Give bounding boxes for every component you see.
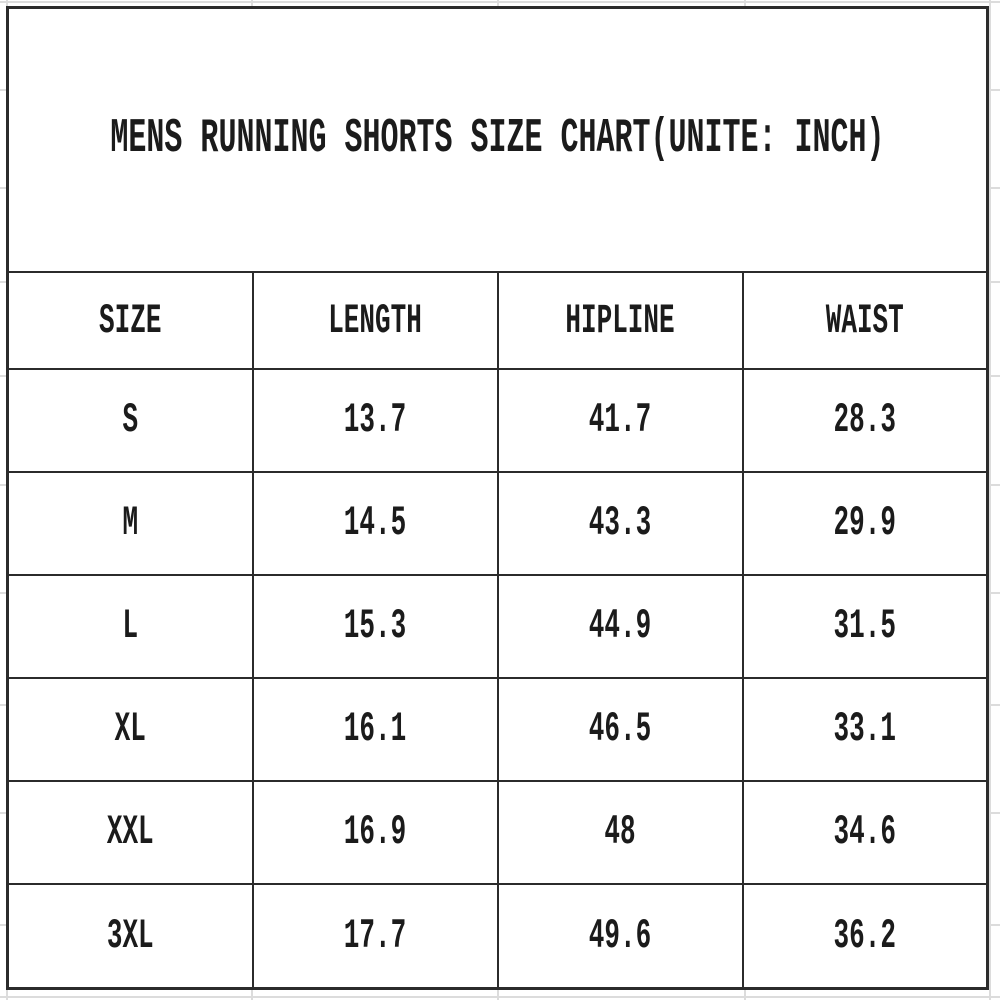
chart-title: MENS RUNNING SHORTS SIZE CHART(UNITE: IN…: [110, 112, 885, 168]
table-cell: 17.7: [251, 882, 499, 990]
length-value: 16.1: [343, 705, 407, 754]
length-value: 15.3: [343, 602, 407, 651]
size-value: 3XL: [106, 911, 154, 960]
table-cell: 46.5: [496, 676, 744, 782]
hipline-value: 46.5: [588, 705, 652, 754]
table-cell: 15.3: [251, 573, 499, 679]
size-value: XXL: [106, 808, 154, 857]
table-cell: 14.5: [251, 470, 499, 576]
waist-value: 28.3: [833, 396, 896, 445]
waist-value: 29.9: [833, 499, 896, 548]
size-value: M: [122, 499, 139, 548]
table-cell: 36.2: [741, 882, 989, 990]
size-value: S: [122, 396, 139, 445]
length-value: 17.7: [343, 911, 407, 960]
table-cell: XXL: [6, 779, 254, 885]
column-header-length-label: LENGTH: [328, 296, 422, 345]
table-cell: 44.9: [496, 573, 744, 679]
waist-value: 31.5: [833, 602, 896, 651]
table-cell: XL: [6, 676, 254, 782]
size-value: L: [122, 602, 139, 651]
waist-value: 36.2: [833, 911, 896, 960]
table-cell: 49.6: [496, 882, 744, 990]
grid-line-horizontal: [0, 996, 1000, 998]
waist-value: 33.1: [833, 705, 896, 754]
table-row-xxl: XXL 16.9 48 34.6: [6, 779, 989, 885]
hipline-value: 41.7: [588, 396, 652, 445]
column-header-hipline-label: HIPLINE: [565, 296, 675, 345]
table-row-l: L 15.3 44.9 31.5: [6, 573, 989, 679]
title-row: MENS RUNNING SHORTS SIZE CHART(UNITE: IN…: [6, 6, 989, 273]
table-cell: 48: [496, 779, 744, 885]
length-value: 13.7: [343, 396, 407, 445]
hipline-value: 44.9: [588, 602, 652, 651]
table-cell: 16.1: [251, 676, 499, 782]
table-cell: 31.5: [741, 573, 989, 679]
size-chart-table: MENS RUNNING SHORTS SIZE CHART(UNITE: IN…: [6, 6, 989, 990]
table-row-s: S 13.7 41.7 28.3: [6, 368, 989, 473]
table-cell: 29.9: [741, 470, 989, 576]
table-row-m: M 14.5 43.3 29.9: [6, 470, 989, 576]
table-row-xl: XL 16.1 46.5 33.1: [6, 676, 989, 782]
size-value: XL: [114, 705, 146, 754]
table-cell: 13.7: [251, 368, 499, 473]
table-cell: 28.3: [741, 368, 989, 473]
title-cell: MENS RUNNING SHORTS SIZE CHART(UNITE: IN…: [6, 6, 989, 273]
header-row: SIZE LENGTH HIPLINE WAIST: [6, 271, 989, 370]
table-cell: L: [6, 573, 254, 679]
grid-line-horizontal: [0, 1, 1000, 3]
table-cell: 33.1: [741, 676, 989, 782]
column-header-waist: WAIST: [741, 271, 989, 370]
table-cell: 43.3: [496, 470, 744, 576]
column-header-length: LENGTH: [251, 271, 499, 370]
waist-value: 34.6: [833, 808, 896, 857]
table-cell: 3XL: [6, 882, 254, 990]
table-cell: 16.9: [251, 779, 499, 885]
table-cell: 41.7: [496, 368, 744, 473]
length-value: 16.9: [343, 808, 407, 857]
table-cell: M: [6, 470, 254, 576]
table-cell: S: [6, 368, 254, 473]
grid-line-vertical: [989, 0, 991, 1000]
column-header-size-label: SIZE: [99, 296, 162, 345]
length-value: 14.5: [343, 499, 407, 548]
column-header-hipline: HIPLINE: [496, 271, 744, 370]
hipline-value: 48: [604, 808, 636, 857]
hipline-value: 43.3: [588, 499, 652, 548]
column-header-waist-label: WAIST: [825, 296, 904, 345]
table-cell: 34.6: [741, 779, 989, 885]
hipline-value: 49.6: [588, 911, 652, 960]
column-header-size: SIZE: [6, 271, 254, 370]
table-row-3xl: 3XL 17.7 49.6 36.2: [6, 882, 989, 990]
